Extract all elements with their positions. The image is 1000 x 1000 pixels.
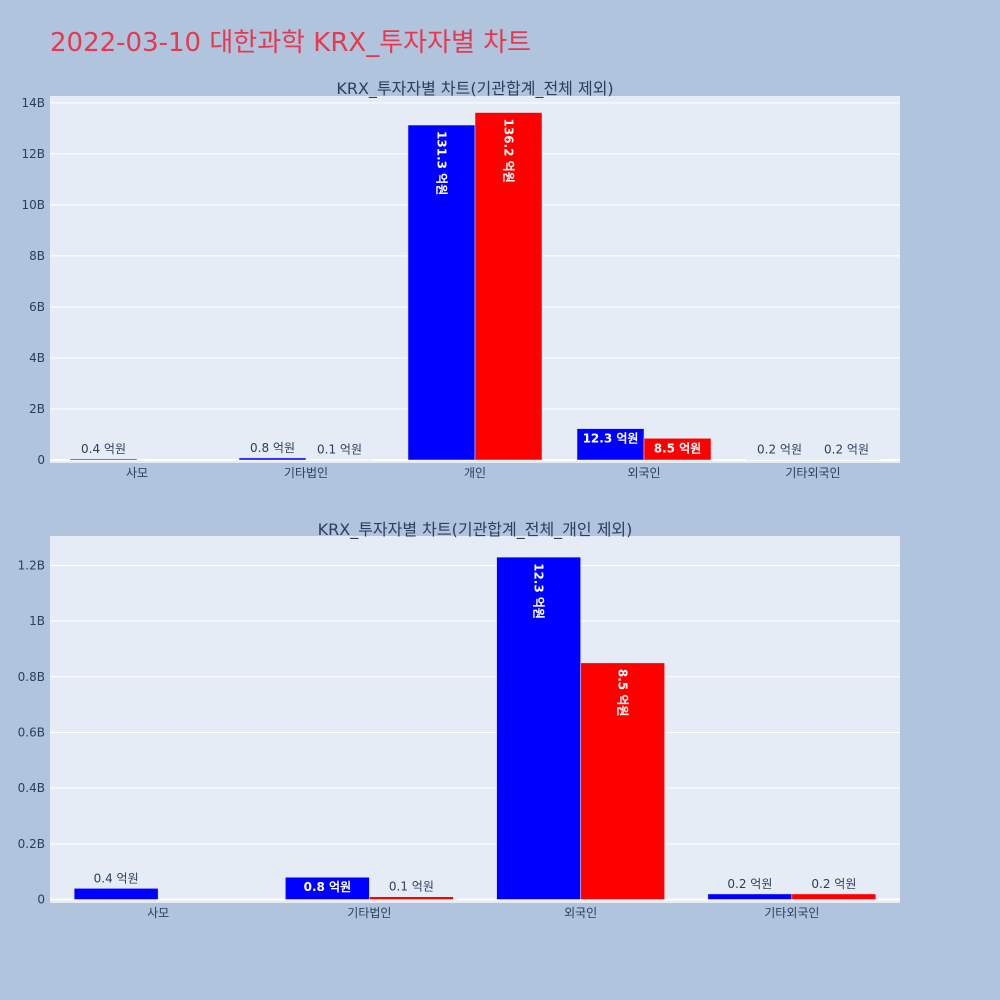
y-tick-label: 0.6B bbox=[18, 725, 45, 739]
bar-label: 0.1 억원 bbox=[317, 443, 362, 457]
y-tick-label: 1B bbox=[29, 614, 45, 628]
bar bbox=[474, 112, 543, 461]
y-tick-label: 6B bbox=[29, 300, 45, 314]
chart-title: KRX_투자자별 차트(기관합계_전체_개인 제외) bbox=[318, 520, 633, 540]
x-tick-label: 사모 bbox=[147, 906, 169, 920]
bar-label: 0.2 억원 bbox=[727, 877, 772, 891]
bar bbox=[580, 662, 665, 900]
bar-label: 0.2 억원 bbox=[811, 877, 856, 891]
bar-label: 136.2 억원 bbox=[502, 119, 516, 183]
bar-label: 8.5 억원 bbox=[616, 669, 630, 717]
bar-label: 0.4 억원 bbox=[81, 442, 126, 456]
y-tick-label: 2B bbox=[29, 402, 45, 416]
bar bbox=[285, 876, 370, 900]
x-tick-label: 외국인 bbox=[564, 906, 597, 920]
bar bbox=[643, 438, 712, 461]
y-tick-label: 0.8B bbox=[18, 670, 45, 684]
bar bbox=[576, 428, 645, 461]
bar bbox=[69, 458, 138, 461]
y-tick-label: 14B bbox=[21, 96, 45, 110]
page-title: 2022-03-10 대한과학 KRX_투자자별 차트 bbox=[50, 28, 532, 58]
bar bbox=[496, 556, 581, 900]
y-tick-label: 10B bbox=[21, 198, 45, 212]
plot-area-2 bbox=[50, 536, 900, 903]
y-tick-label: 12B bbox=[21, 147, 45, 161]
y-tick-label: 0 bbox=[37, 453, 45, 467]
y-tick-label: 0.4B bbox=[18, 781, 45, 795]
bar bbox=[745, 459, 814, 461]
y-tick-label: 0 bbox=[37, 893, 45, 907]
x-tick-label: 외국인 bbox=[627, 466, 660, 480]
y-tick-label: 8B bbox=[29, 249, 45, 263]
chart-title: KRX_투자자별 차트(기관합계_전체 제외) bbox=[336, 79, 613, 99]
bar-label: 12.3 억원 bbox=[583, 432, 639, 446]
bar bbox=[238, 457, 307, 461]
x-tick-label: 기타외국인 bbox=[764, 906, 819, 920]
x-tick-label: 기타외국인 bbox=[785, 466, 840, 480]
bar-label: 0.8 억원 bbox=[250, 441, 295, 455]
y-tick-label: 4B bbox=[29, 351, 45, 365]
bar bbox=[707, 893, 793, 900]
x-tick-label: 기타법인 bbox=[347, 906, 391, 920]
bar-label: 12.3 억원 bbox=[532, 563, 546, 619]
bar-label: 0.2 억원 bbox=[824, 442, 869, 456]
bar-label: 0.4 억원 bbox=[94, 871, 139, 885]
bar bbox=[407, 124, 476, 461]
bar-label: 0.2 억원 bbox=[757, 442, 802, 456]
bar-label: 8.5 억원 bbox=[654, 441, 702, 455]
bar bbox=[73, 888, 159, 900]
bar-label: 0.1 억원 bbox=[389, 880, 434, 894]
bar-label: 131.3 억원 bbox=[435, 131, 449, 195]
bar bbox=[812, 459, 881, 461]
x-tick-label: 기타법인 bbox=[284, 466, 328, 480]
y-tick-label: 1.2B bbox=[18, 558, 45, 572]
y-tick-label: 0.2B bbox=[18, 837, 45, 851]
bar-label: 0.8 억원 bbox=[304, 880, 352, 894]
bar bbox=[369, 896, 454, 900]
bar bbox=[791, 893, 877, 900]
x-tick-label: 사모 bbox=[126, 466, 148, 480]
x-tick-label: 개인 bbox=[464, 466, 486, 480]
